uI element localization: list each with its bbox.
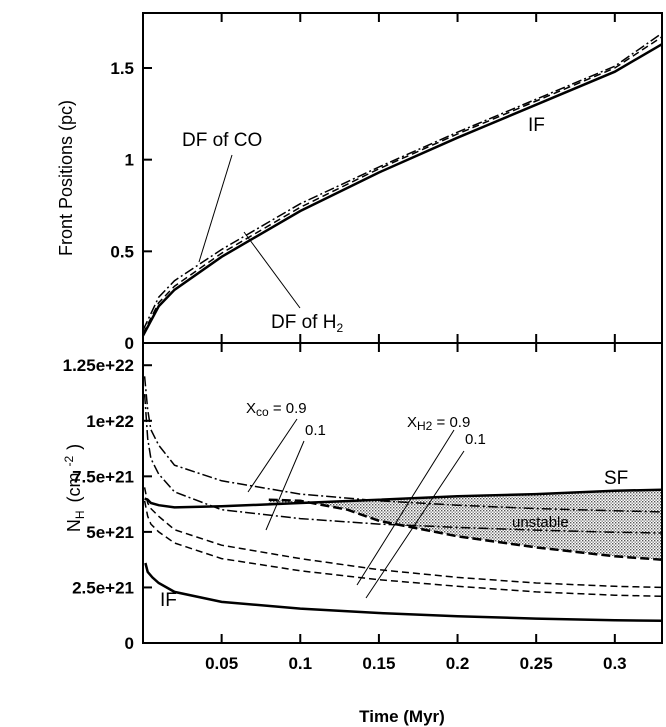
bottom-x-tick-label: 0.25 xyxy=(520,654,553,673)
bottom-y-axis-label: NH (cm -2) xyxy=(62,444,87,532)
top-y-axis-label: Front Positions (pc) xyxy=(56,100,76,256)
bottom-series-unstable-boundary xyxy=(268,498,663,561)
bottom-y-tick-label: 5e+21 xyxy=(86,523,134,542)
top-series-df-of-h2 xyxy=(142,36,663,335)
annotation-xco-01: 0.1 xyxy=(305,422,326,439)
top-y-tick-label: 1.5 xyxy=(110,59,134,78)
pointer-df-co xyxy=(198,154,233,263)
bottom-series-df-of-h2-xh2-0-1 xyxy=(143,500,663,598)
ylabel-unit-close: ) xyxy=(64,444,84,450)
annotation-df-h2: DF of H2 xyxy=(271,312,343,335)
bottom-x-ticks: 0.05 0.1 0.15 0.2 0.25 0.3 xyxy=(205,343,627,673)
ylabel-exp: -2 xyxy=(62,456,76,467)
pointer-xh2-01 xyxy=(365,450,465,599)
annotation-unstable: unstable xyxy=(512,514,569,531)
bottom-x-tick-label: 0.2 xyxy=(446,654,470,673)
annotation-xco: Xco = 0.9 xyxy=(246,400,307,419)
top-plot-frame xyxy=(142,12,663,344)
top-y-tick-label: 0 xyxy=(125,334,134,353)
x-axis-label: Time (Myr) xyxy=(359,707,445,726)
annotation-df-h2-sub: 2 xyxy=(336,321,343,335)
top-series-df-of-co xyxy=(142,32,663,331)
top-y-ticks: 0 0.5 1 1.5 xyxy=(110,13,616,353)
annotation-df-h2-main: DF of H xyxy=(271,312,336,333)
bottom-y-tick-label: 7.5e+21 xyxy=(72,467,134,486)
bottom-series-df-of-co-xco-0-9 xyxy=(143,376,663,513)
xh2-x: X xyxy=(407,414,417,431)
bottom-series-sf xyxy=(144,488,663,509)
xco-x: X xyxy=(246,400,256,417)
xh2-sub: H2 xyxy=(417,419,433,433)
bottom-x-tick-label: 0.3 xyxy=(603,654,627,673)
pointer-xco-09 xyxy=(247,418,298,493)
pointer-df-h2 xyxy=(243,231,301,309)
bottom-y-tick-label: 1.25e+22 xyxy=(63,356,134,375)
top-panel: 0 0.5 1 1.5 Front Positions (pc) DF of CO I… xyxy=(56,12,663,353)
annotation-if-bottom: IF xyxy=(160,590,177,611)
annotation-sf: SF xyxy=(604,468,628,489)
pointer-xco-01 xyxy=(265,440,305,531)
bottom-y-ticks: 0 2.5e+21 5e+21 7.5e+21 1e+22 1.25e+22 xyxy=(63,356,152,653)
bottom-y-tick-label: 0 xyxy=(125,634,134,653)
annotation-xh2: XH2 = 0.9 xyxy=(407,414,470,433)
xco-val: = 0.9 xyxy=(269,400,307,417)
xh2-val: = 0.9 xyxy=(432,414,470,431)
annotation-df-co: DF of CO xyxy=(182,130,262,151)
ylabel-n: N xyxy=(64,519,84,532)
bottom-y-tick-label: 1e+22 xyxy=(86,412,134,431)
top-series-lines xyxy=(141,32,663,337)
bottom-x-tick-label: 0.1 xyxy=(288,654,312,673)
xco-sub: co xyxy=(256,405,269,419)
bottom-series-lines xyxy=(143,376,663,623)
bottom-plot-frame xyxy=(142,342,663,644)
top-y-tick-label: 1 xyxy=(125,151,134,170)
bottom-annotations: Xco = 0.9 0.1 XH2 = 0.9 0.1 SF IF unstab… xyxy=(160,400,628,611)
ylabel-h-sub: H xyxy=(73,511,87,520)
top-series-if xyxy=(141,43,663,337)
bottom-series-df-of-co-xco-0-1 xyxy=(143,394,663,534)
annotation-xh2-01: 0.1 xyxy=(465,431,486,448)
bottom-series-if xyxy=(144,562,663,623)
top-y-tick-label: 0.5 xyxy=(110,242,134,261)
bottom-y-tick-label: 2.5e+21 xyxy=(72,578,134,597)
bottom-x-tick-label: 0.05 xyxy=(205,654,238,673)
annotation-if-top: IF xyxy=(528,115,545,136)
unstable-region xyxy=(268,489,662,560)
pointer-xh2-09 xyxy=(356,429,455,586)
bottom-x-tick-label: 0.15 xyxy=(362,654,395,673)
top-annotations: DF of CO IF DF of H2 xyxy=(182,115,545,335)
ylabel-unit-open: (cm xyxy=(64,473,84,503)
bottom-series-df-of-h2-xh2-0-9 xyxy=(143,487,663,589)
